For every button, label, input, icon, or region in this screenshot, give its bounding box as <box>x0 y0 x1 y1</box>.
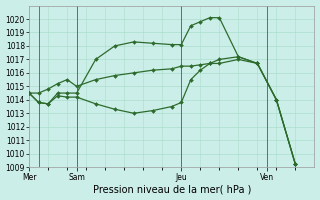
X-axis label: Pression niveau de la mer( hPa ): Pression niveau de la mer( hPa ) <box>92 184 251 194</box>
